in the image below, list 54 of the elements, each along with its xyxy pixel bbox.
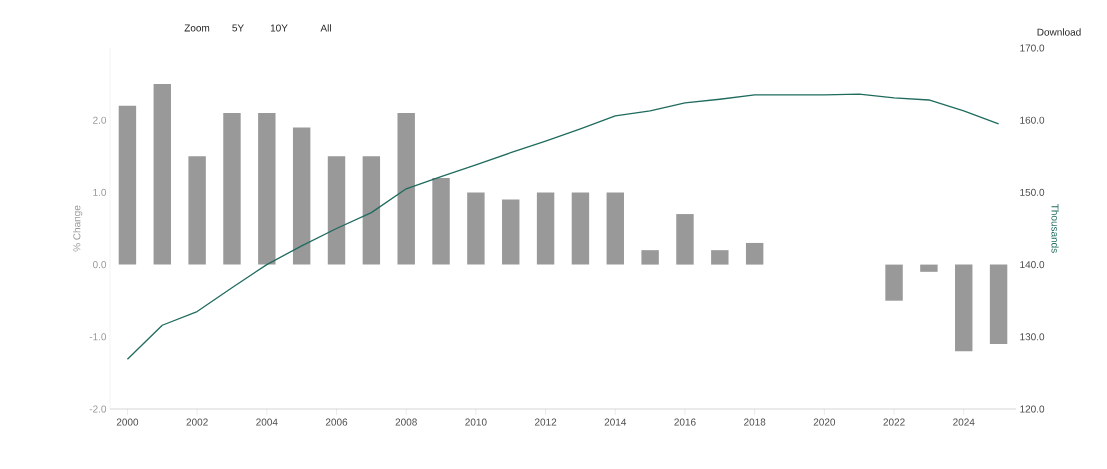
bar [641, 250, 659, 265]
bar [467, 192, 485, 265]
bar [258, 112, 276, 265]
bar [536, 192, 555, 265]
x-tick-label: 2018 [744, 418, 766, 426]
text: All [320, 24, 331, 32]
y2-axis-title: Thousands [1051, 203, 1059, 253]
y-tick-label: -2.0 [89, 405, 107, 413]
x-tick-label: 2010 [465, 418, 487, 426]
bar [292, 127, 311, 265]
text: 5Y [232, 24, 244, 32]
x-tick-label: 2008 [395, 418, 417, 426]
bar [397, 112, 415, 265]
x-tick-label: 2022 [883, 418, 905, 426]
y2-tick-label: 150.0 [1020, 188, 1045, 196]
text: Zoom [184, 24, 210, 32]
x-tick-label: 2016 [674, 418, 696, 426]
bar [606, 192, 624, 265]
bar [745, 242, 764, 265]
text: 10Y [270, 24, 288, 32]
y-tick-label: 2.0 [93, 116, 107, 124]
bar [920, 264, 938, 272]
y-tick-label: -1.0 [89, 333, 107, 341]
x-tick-label: 2020 [813, 418, 836, 426]
bar [711, 250, 729, 265]
bar [362, 156, 381, 265]
bar [502, 199, 520, 265]
x-tick-label: 2006 [325, 418, 348, 426]
bar [676, 214, 694, 265]
bar [571, 192, 590, 265]
x-tick-label: 2002 [186, 418, 208, 426]
x-tick-label: 2000 [116, 418, 139, 426]
x-tick-label: 2024 [953, 418, 975, 426]
x-tick-label: 2014 [604, 418, 627, 426]
y2-tick-label: 130.0 [1020, 333, 1045, 341]
y2-tick-label: 160.0 [1020, 116, 1045, 124]
bar [955, 264, 973, 352]
bar [989, 264, 1008, 345]
y-axis-title: % Change [73, 205, 83, 252]
text: Download [1037, 28, 1081, 36]
x-tick-label: 2004 [256, 418, 278, 426]
y2-tick-label: 170.0 [1020, 44, 1045, 52]
bar [153, 84, 171, 265]
bar [223, 112, 241, 265]
bar [118, 105, 137, 265]
bar [327, 156, 346, 265]
y2-tick-label: 140.0 [1020, 261, 1045, 269]
bar [885, 264, 903, 301]
bar [432, 177, 450, 265]
y-tick-label: 0.0 [92, 261, 107, 269]
y2-tick-label: 120.0 [1020, 405, 1045, 413]
bar [188, 156, 206, 265]
x-tick-label: 2012 [534, 418, 557, 426]
y-tick-label: 1.0 [93, 188, 107, 196]
